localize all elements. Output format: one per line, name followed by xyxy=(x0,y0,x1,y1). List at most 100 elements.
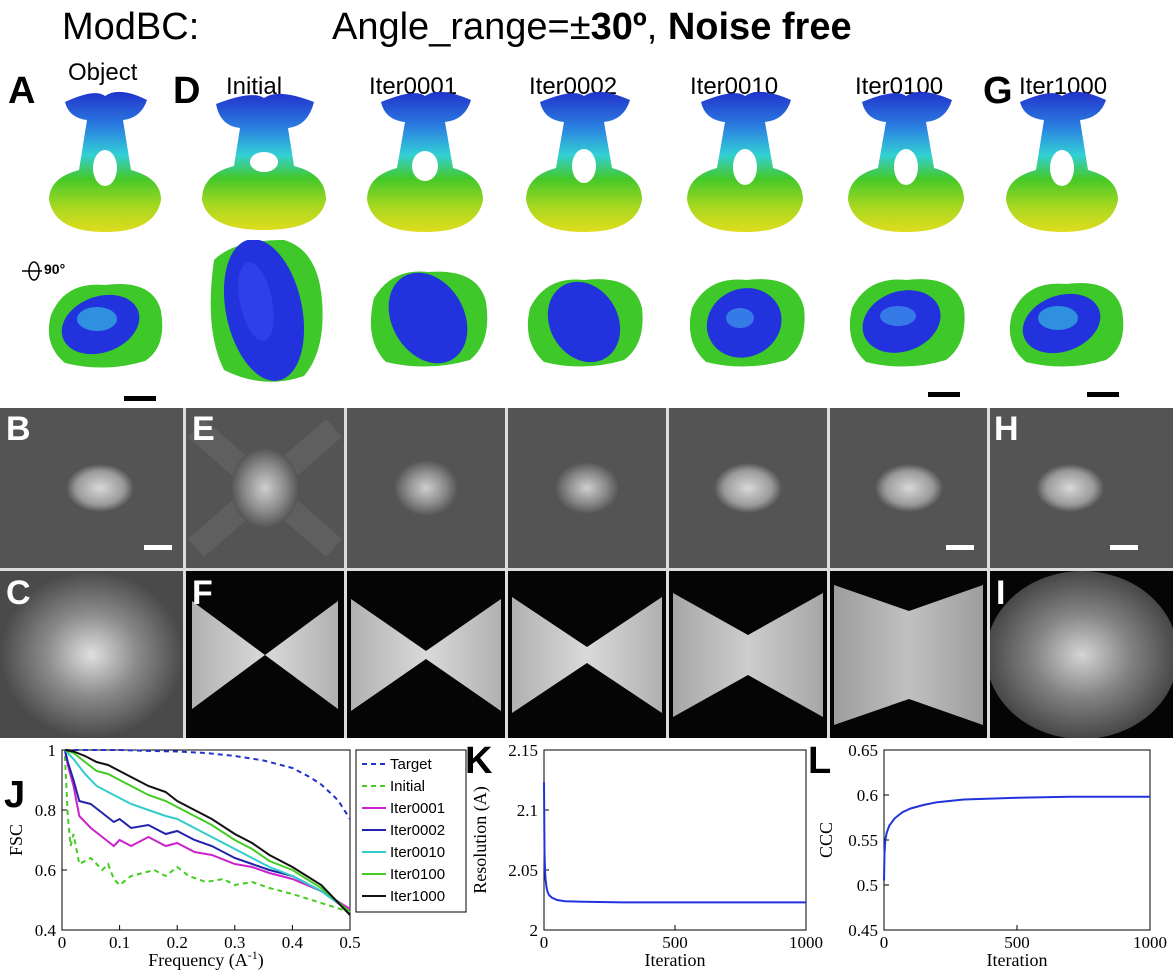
x-tick-label: 0.5 xyxy=(339,933,360,952)
x-tick-label: 500 xyxy=(662,933,688,952)
title-angle-value: 30º xyxy=(590,6,647,48)
fourier-iter1000 xyxy=(990,571,1173,738)
fourier-iter0002 xyxy=(508,571,666,738)
series-line-initial xyxy=(63,755,351,913)
x-tick-label: 0.1 xyxy=(109,933,130,952)
panel-label-b: B xyxy=(6,410,31,448)
series-line-curve xyxy=(543,782,806,904)
y-axis-label: CCC xyxy=(816,822,836,858)
side-map-iter0010 xyxy=(687,91,803,232)
series-line-target xyxy=(64,749,351,820)
top-map-object xyxy=(48,284,163,368)
top-map-iter0001 xyxy=(370,271,488,367)
y-tick-label: 0.8 xyxy=(35,801,56,820)
projection-iter0001 xyxy=(347,408,505,568)
panel-label-a: A xyxy=(8,70,36,112)
side-map-iter0001 xyxy=(367,91,483,232)
scale-bar-projection-object xyxy=(144,545,172,550)
plot-frame xyxy=(883,749,1151,931)
y-tick-label: 0.6 xyxy=(35,861,56,880)
x-tick-label: 0 xyxy=(58,933,67,952)
x-tick-label: 500 xyxy=(1004,933,1030,952)
projection-initial xyxy=(186,408,344,568)
x-tick-label: 0.2 xyxy=(167,933,188,952)
x-tick-label: 0.4 xyxy=(282,933,304,952)
fourier-iter0001 xyxy=(347,571,505,738)
panel-label-j: J xyxy=(4,774,26,816)
panel-label-i: I xyxy=(996,574,1006,612)
rotation-angle-label: 90° xyxy=(44,261,66,277)
scale-bar-iter0100 xyxy=(928,392,960,397)
scale-bar-projection-iter1000 xyxy=(1110,545,1138,550)
side-map-initial xyxy=(202,93,326,230)
y-tick-label: 2.15 xyxy=(508,741,538,760)
y-tick-label: 0.4 xyxy=(35,921,57,940)
top-map-iter0010 xyxy=(689,279,805,367)
figure-title-left: ModBC: xyxy=(62,6,200,48)
fourier-object xyxy=(0,571,183,738)
legend-label-iter0100: Iter0100 xyxy=(390,866,445,883)
top-map-iter0002 xyxy=(527,279,643,367)
legend-label-iter0001: Iter0001 xyxy=(390,800,445,817)
column-label-object: Object xyxy=(68,59,138,86)
side-map-iter1000 xyxy=(1006,91,1118,232)
x-tick-label: 0.3 xyxy=(224,933,245,952)
projection-iter0100 xyxy=(830,408,987,568)
scale-bar-projection-iter0100 xyxy=(946,545,974,550)
chart-resolution: 0 500 1000 2 2.05 2.1 2.15 Iteration Resolution … xyxy=(470,738,823,971)
x-tick-label: 0 xyxy=(540,933,549,952)
fsc-chart-svg: 0 0.1 0.2 0.3 0.4 0.5 0.4 0.6 0.8 1 Frequency (A-1… xyxy=(6,741,467,971)
rotate-axis-icon xyxy=(22,261,42,281)
series-line-iter0100 xyxy=(64,749,351,913)
side-map-object xyxy=(49,91,161,232)
series-line-iter0010 xyxy=(64,749,351,913)
fourier-initial xyxy=(186,571,344,738)
x-axis-label: Iteration xyxy=(987,950,1048,970)
resolution-chart-svg: 0 500 1000 2 2.05 2.1 2.15 Iteration Resolution … xyxy=(470,741,823,970)
panel-label-l: L xyxy=(808,740,832,782)
projection-object xyxy=(0,408,183,568)
projection-iter0010 xyxy=(669,408,827,568)
x-axis-label: Frequency (A-1) xyxy=(148,948,263,971)
y-tick-label: 0.55 xyxy=(848,831,878,850)
top-map-iter1000 xyxy=(1009,283,1124,367)
panel-label-c: C xyxy=(6,574,31,612)
title-angle-label: Angle_range=± xyxy=(332,6,591,48)
series-line-curve xyxy=(883,795,1150,881)
plot-frame xyxy=(61,749,351,931)
y-tick-label: 0.65 xyxy=(848,741,878,760)
top-map-iter0100 xyxy=(849,279,965,367)
figure-title-right: Angle_range=±30º, Noise free xyxy=(332,6,852,49)
x-axis-label: Iteration xyxy=(645,950,706,970)
ccc-chart-svg: 0 500 1000 0.45 0.5 0.55 0.6 0.65 Iteration CCC xyxy=(816,741,1167,970)
fourier-iter0010 xyxy=(669,571,827,738)
chart-ccc: 0 500 1000 0.45 0.5 0.55 0.6 0.65 Iteration CCC xyxy=(810,738,1173,971)
top-map-initial xyxy=(210,240,323,382)
x-tick-label: 0 xyxy=(880,933,889,952)
panel-label-g: G xyxy=(983,70,1013,112)
legend-label-initial: Initial xyxy=(390,778,425,795)
panel-label-h: H xyxy=(994,410,1019,448)
side-map-iter0002 xyxy=(526,91,642,232)
rotation-indicator: 90° xyxy=(22,258,82,284)
y-tick-label: 2.1 xyxy=(517,801,538,820)
x-axis-label-sup: -1 xyxy=(248,948,258,962)
panel-label-d: D xyxy=(173,70,201,112)
fourier-iter0100 xyxy=(830,571,987,738)
panel-label-e: E xyxy=(192,410,215,448)
y-tick-label: 1 xyxy=(48,741,57,760)
series-line-iter0002 xyxy=(63,749,351,913)
y-tick-label: 0.5 xyxy=(857,876,878,895)
y-tick-label: 2.05 xyxy=(508,861,538,880)
x-tick-label: 1000 xyxy=(789,933,823,952)
top-view-row xyxy=(48,240,1124,382)
y-tick-label: 2 xyxy=(530,921,539,940)
scale-bar-object xyxy=(124,396,156,401)
y-tick-label: 0.45 xyxy=(848,921,878,940)
x-axis-label-end: ) xyxy=(258,950,264,971)
y-axis-label: FSC xyxy=(6,824,26,856)
legend-label-iter0010: Iter0010 xyxy=(390,844,445,861)
side-view-row xyxy=(49,91,1118,232)
title-separator: , xyxy=(646,6,668,48)
projection-iter0002 xyxy=(508,408,666,568)
